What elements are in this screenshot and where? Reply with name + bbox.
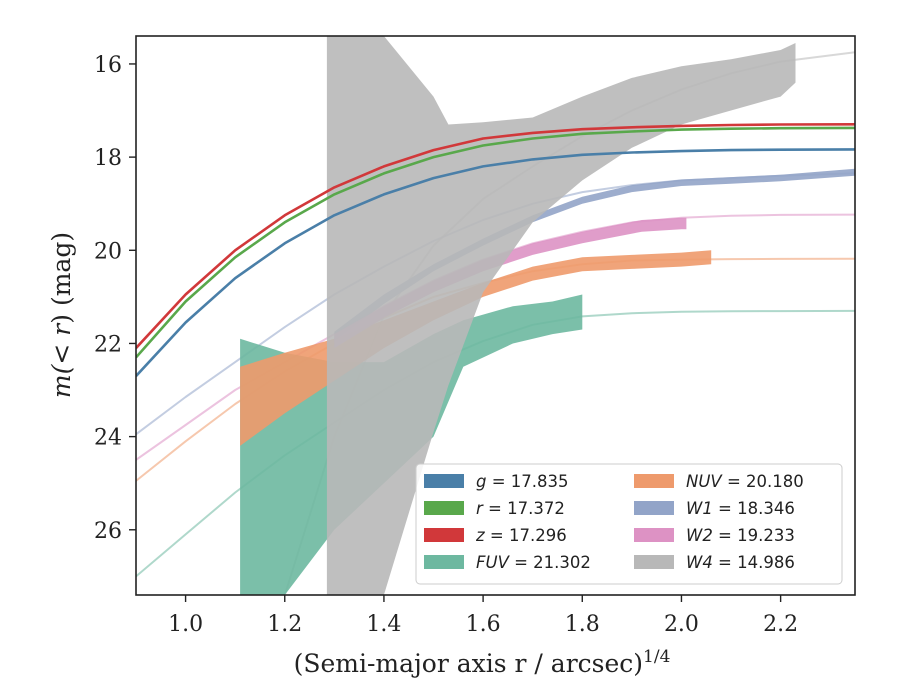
series-line-z [136,123,855,349]
legend-entry-r: r = 17.372 [476,499,565,518]
legend: g = 17.835 r = 17.372 z = 17.296 FUV = 21.3… [415,463,843,585]
legend-swatch-fuv [424,555,464,569]
y-tick-label: 26 [94,519,122,544]
y-tick-label: 18 [94,146,122,171]
x-tick-label: 2.0 [664,612,699,637]
series-band-w2 [334,217,687,349]
series-line-r [136,126,855,359]
legend-entry-z: z = 17.296 [475,526,567,545]
legend-entry-g: g = 17.835 [476,472,569,491]
model-curves [136,123,855,377]
y-axis-title-math: < r [47,322,76,365]
x-axis-title-main: (Semi-major axis r / arcsec) [294,649,643,678]
y-axis-title: m(< r) (mag) [47,232,76,398]
legend-swatch-w1 [634,501,674,515]
legend-swatch-nuv [634,474,674,488]
plot-frame [135,35,856,596]
legend-entry-w1: W1 = 18.346 [686,499,795,518]
y-axis-title-suffix: ) (mag) [47,232,76,324]
y-tick-label: 24 [94,426,122,451]
legend-swatch-z [424,528,464,542]
legend-swatch-g [424,474,464,488]
legend-swatch-r [424,501,464,515]
y-tick-label: 20 [94,239,122,264]
x-tick-label: 1.8 [565,612,600,637]
x-axis-title: (Semi-major axis r / arcsec)1/4 [294,647,671,678]
y-tick-label: 22 [94,332,122,357]
x-axis-title-exponent: 1/4 [643,647,670,667]
legend-box [415,463,843,585]
x-tick-label: 1.2 [267,612,302,637]
legend-entry-fuv: FUV = 21.302 [476,553,591,572]
legend-entry-nuv: NUV = 20.180 [686,472,804,491]
x-tick-label: 2.2 [763,612,798,637]
legend-entry-w4: W4 = 14.986 [686,553,795,572]
x-axis-ticks: 1.0 1.2 1.4 1.6 1.8 2.0 2.2 [168,595,798,637]
y-tick-label: 16 [94,53,122,78]
series-line-g [136,148,855,377]
legend-swatch-w4 [634,555,674,569]
x-tick-label: 1.4 [366,612,401,637]
y-axis-ticks: 16 18 20 22 24 26 [94,53,136,544]
legend-swatch-w2 [634,528,674,542]
legend-entry-w2: W2 = 19.233 [686,526,795,545]
y-axis-title-prefix: m( [47,363,76,398]
x-tick-label: 1.0 [168,612,203,637]
x-tick-label: 1.6 [466,612,501,637]
